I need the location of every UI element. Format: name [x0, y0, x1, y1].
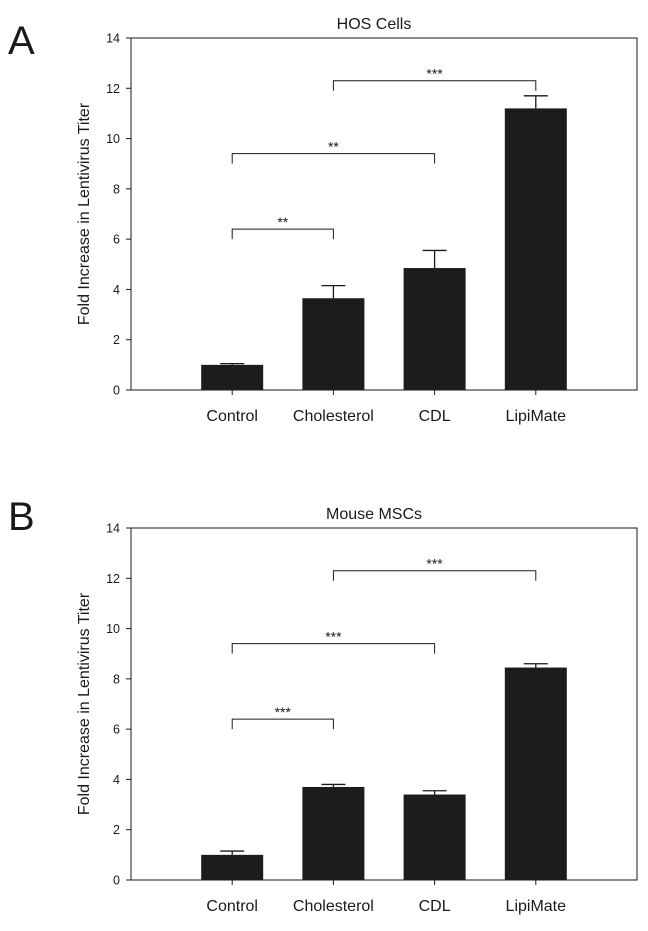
panel-a-bar-cholesterol — [302, 298, 365, 390]
panel-a: A HOS Cells Fold Increase in Lentivirus … — [8, 16, 638, 425]
panel-a-category-label-cholesterol: Cholesterol — [293, 408, 374, 425]
panel-a-bar-lipimate — [504, 108, 567, 391]
panel-a-y-tick-label-2: 2 — [113, 333, 120, 347]
panel-b-significance-bracket-2 — [231, 643, 436, 654]
panel-b-y-tick-label-0: 0 — [113, 874, 120, 888]
panel-a-significance-label-1: ** — [277, 214, 288, 230]
panel-b-bar-cdl — [403, 794, 466, 880]
panel-a-category-label-cdl: CDL — [419, 408, 451, 425]
panel-a-letter: A — [8, 19, 35, 63]
panel-b: B Mouse MSCs Fold Increase in Lentivirus… — [8, 495, 638, 915]
panel-b-significance-label-1: *** — [275, 704, 292, 720]
panel-a-y-tick-label-4: 4 — [113, 283, 120, 297]
panel-a-y-tick-label-8: 8 — [113, 182, 120, 196]
panel-b-significance-label-2: *** — [325, 629, 342, 645]
panel-a-significance-label-2: ** — [328, 139, 339, 155]
panel-a-y-tick-label-6: 6 — [113, 233, 120, 247]
panel-b-y-tick-label-2: 2 — [113, 823, 120, 837]
panel-a-significance-bracket-3 — [332, 80, 537, 91]
panel-a-y-tick-label-14: 14 — [106, 32, 120, 46]
panel-a-significance-label-3: *** — [426, 66, 443, 82]
panel-a-category-label-control: Control — [206, 408, 258, 425]
panel-b-category-label-cholesterol: Cholesterol — [293, 898, 374, 915]
panel-b-y-tick-label-6: 6 — [113, 723, 120, 737]
panel-a-title: HOS Cells — [337, 16, 412, 33]
panel-b-category-label-cdl: CDL — [419, 898, 451, 915]
panel-a-plot: 0 2 4 6 8 10 12 14 Control Cholesterol CDL LipiMate… — [106, 32, 638, 425]
panel-b-significance-label-3: *** — [426, 556, 443, 572]
panel-b-y-tick-label-14: 14 — [106, 522, 120, 536]
panel-a-y-tick-label-10: 10 — [106, 132, 120, 146]
panel-a-significance-bracket-2 — [231, 153, 436, 164]
panel-b-letter: B — [8, 495, 35, 539]
panel-b-significance-bracket-1 — [231, 718, 334, 730]
panel-b-y-tick-label-12: 12 — [106, 572, 120, 586]
panel-a-plot-frame — [130, 37, 638, 391]
panel-a-y-axis-label: Fold Increase in Lentivirus Titer — [76, 102, 93, 325]
panel-b-category-label-control: Control — [206, 898, 258, 915]
panel-a-y-tick-label-0: 0 — [113, 384, 120, 398]
panel-a-bar-control — [201, 364, 264, 390]
panel-b-plot: 0 2 4 6 8 10 12 14 Control Cholesterol CDL LipiMate… — [106, 522, 638, 915]
panel-b-title: Mouse MSCs — [326, 506, 422, 523]
panel-a-category-label-lipimate: LipiMate — [506, 408, 567, 425]
panel-b-y-axis-label: Fold Increase in Lentivirus Titer — [76, 592, 93, 815]
panel-b-category-label-lipimate: LipiMate — [506, 898, 567, 915]
panel-a-bar-cdl — [403, 268, 466, 390]
panel-b-bar-cholesterol — [302, 786, 365, 880]
panel-b-y-tick-label-4: 4 — [113, 773, 120, 787]
panel-b-y-tick-label-8: 8 — [113, 672, 120, 686]
panel-b-bar-control — [201, 854, 264, 880]
panel-b-bar-lipimate — [504, 667, 567, 880]
panel-a-y-tick-label-12: 12 — [106, 82, 120, 96]
panel-b-plot-frame — [130, 527, 638, 881]
panel-a-significance-bracket-1 — [231, 228, 334, 240]
panel-b-y-tick-label-10: 10 — [106, 622, 120, 636]
panel-b-significance-bracket-3 — [332, 570, 537, 581]
